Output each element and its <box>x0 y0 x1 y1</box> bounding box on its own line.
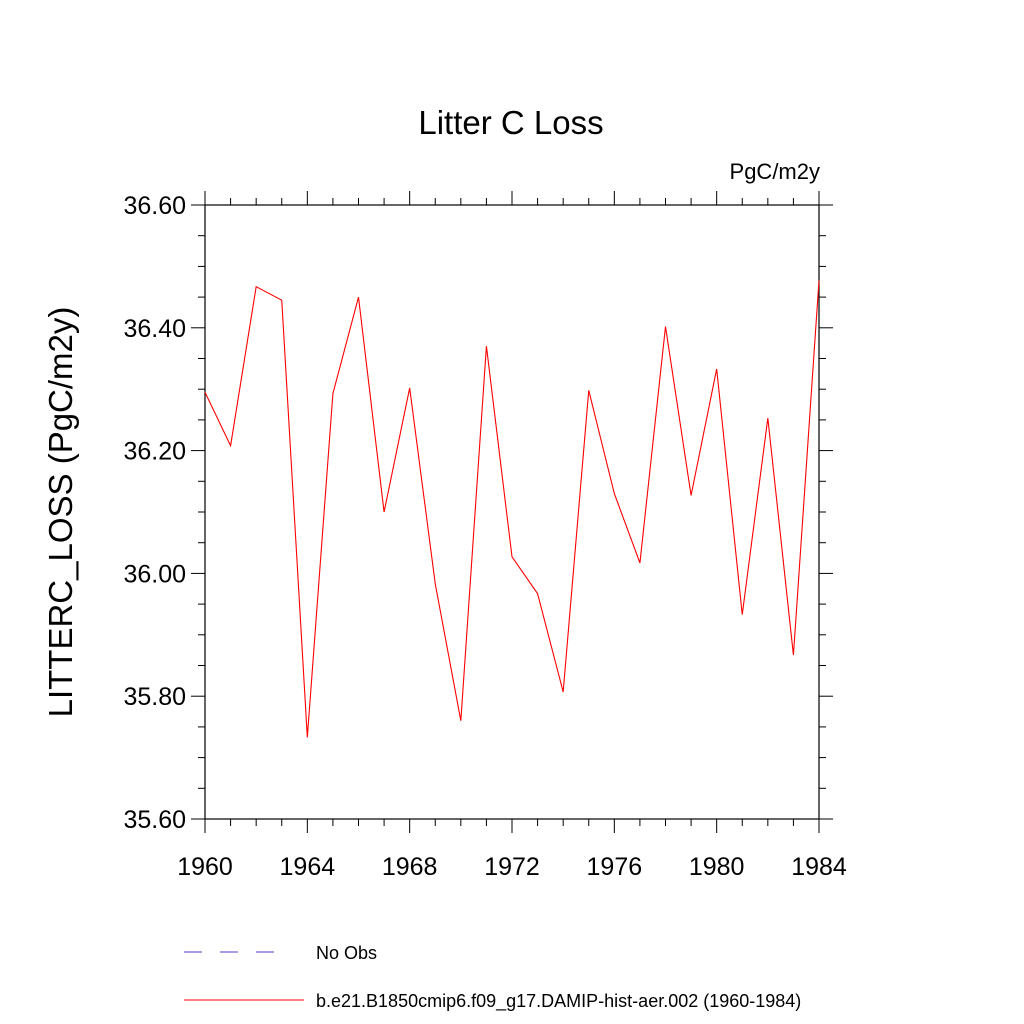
series-layer <box>204 280 820 738</box>
chart-title: Litter C Loss <box>418 104 603 141</box>
series-line-0 <box>204 280 820 738</box>
x-tick-label: 1964 <box>280 853 336 881</box>
plot-border <box>204 204 820 820</box>
y-tick-label: 36.60 <box>123 192 186 220</box>
legend: No Obs b.e21.B1850cmip6.f09_g17.DAMIP-his… <box>184 943 801 1012</box>
y-tick-label: 36.00 <box>123 560 186 588</box>
y-axis-label: LITTERC_LOSS (PgC/m2y) <box>42 307 79 718</box>
x-axis-ticks: 1960 1964 1968 1972 1976 1980 1984 <box>177 191 847 881</box>
legend-label-0: b.e21.B1850cmip6.f09_g17.DAMIP-hist-aer.… <box>316 991 801 1012</box>
units-label: PgC/m2y <box>730 159 820 184</box>
y-tick-label: 35.80 <box>123 683 186 711</box>
x-tick-label: 1984 <box>791 853 847 881</box>
y-axis-ticks: 35.60 35.80 36.00 36.20 36.40 36.60 <box>123 192 833 834</box>
y-tick-label: 36.20 <box>123 438 186 466</box>
legend-label-1: No Obs <box>316 943 377 963</box>
x-tick-label: 1960 <box>177 853 233 881</box>
x-tick-label: 1976 <box>587 853 643 881</box>
x-tick-label: 1968 <box>382 853 438 881</box>
plot-frame <box>204 204 820 820</box>
y-tick-label: 35.60 <box>123 806 186 834</box>
y-tick-label: 36.40 <box>123 315 186 343</box>
x-tick-label: 1972 <box>484 853 540 881</box>
x-tick-label: 1980 <box>689 853 745 881</box>
